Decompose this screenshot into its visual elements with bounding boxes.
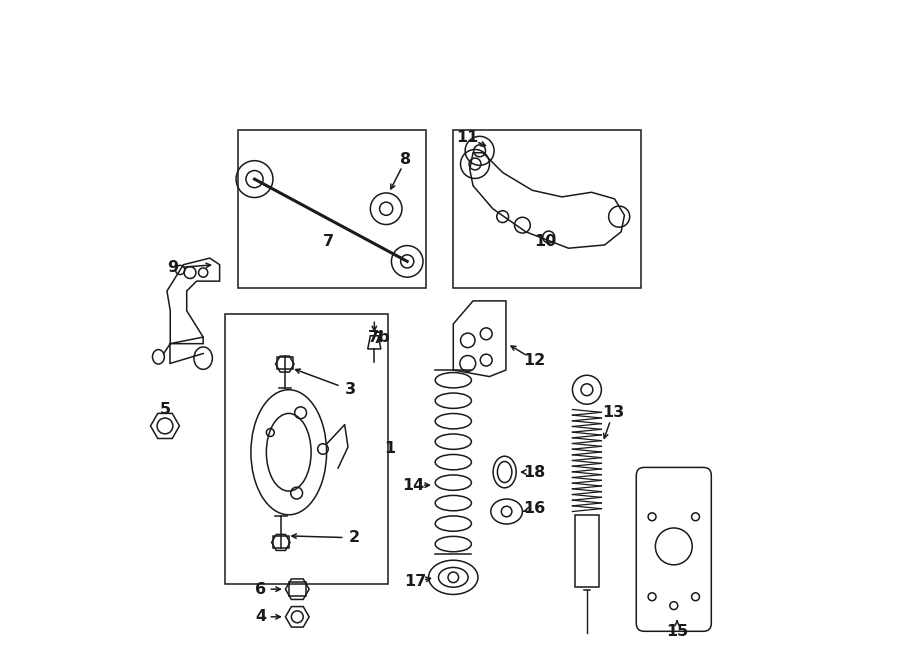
Text: 5: 5 (159, 402, 171, 417)
Text: 16: 16 (523, 501, 545, 516)
Text: 13: 13 (602, 405, 625, 420)
Text: 11: 11 (456, 130, 479, 145)
Text: 18: 18 (523, 465, 545, 479)
Text: 3: 3 (345, 382, 356, 397)
Bar (225, 314, 388, 584)
Text: 7: 7 (374, 331, 384, 346)
Bar (575, 515, 598, 587)
Text: 10: 10 (535, 234, 556, 249)
Text: 9: 9 (166, 260, 178, 276)
Bar (289, 582, 306, 596)
Text: 4: 4 (255, 609, 266, 625)
Text: 7: 7 (323, 234, 334, 249)
Bar (238, 130, 426, 288)
Text: 1: 1 (384, 442, 395, 457)
Text: 17: 17 (404, 574, 427, 590)
Text: 6: 6 (255, 582, 266, 597)
Text: 7b: 7b (367, 330, 391, 344)
Bar (273, 536, 289, 548)
Text: 14: 14 (402, 478, 425, 492)
Text: 12: 12 (523, 352, 545, 368)
Bar (277, 358, 292, 369)
Text: 8: 8 (400, 152, 411, 167)
Bar (454, 130, 641, 288)
Text: 2: 2 (349, 530, 360, 545)
Text: 15: 15 (666, 625, 688, 639)
